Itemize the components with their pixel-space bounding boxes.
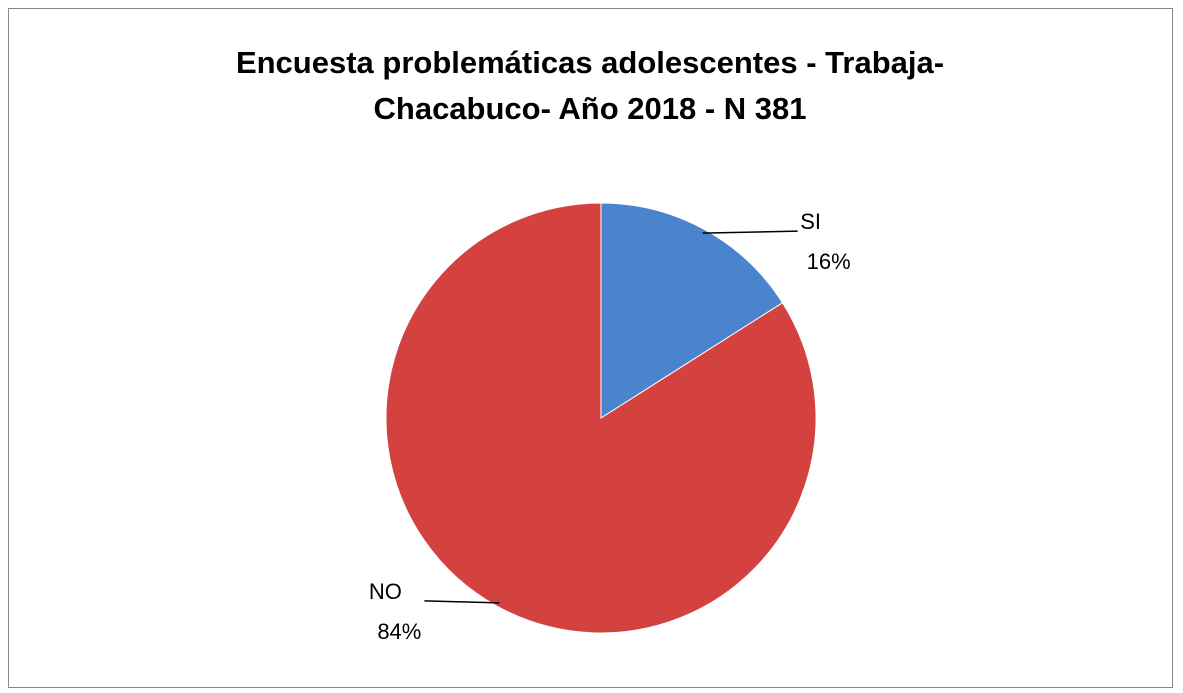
slice-category-label: SI: [800, 209, 821, 234]
chart-title: Encuesta problemáticas adolescentes - Tr…: [235, 45, 945, 126]
leader-line: [424, 600, 500, 604]
slice-value-label: 16%: [807, 249, 851, 274]
pie-slice: [600, 202, 784, 419]
slice-category-label: NO: [369, 579, 402, 604]
leader-line: [702, 230, 798, 234]
slice-value-label: 84%: [377, 619, 421, 644]
pie-slice: [385, 202, 817, 634]
